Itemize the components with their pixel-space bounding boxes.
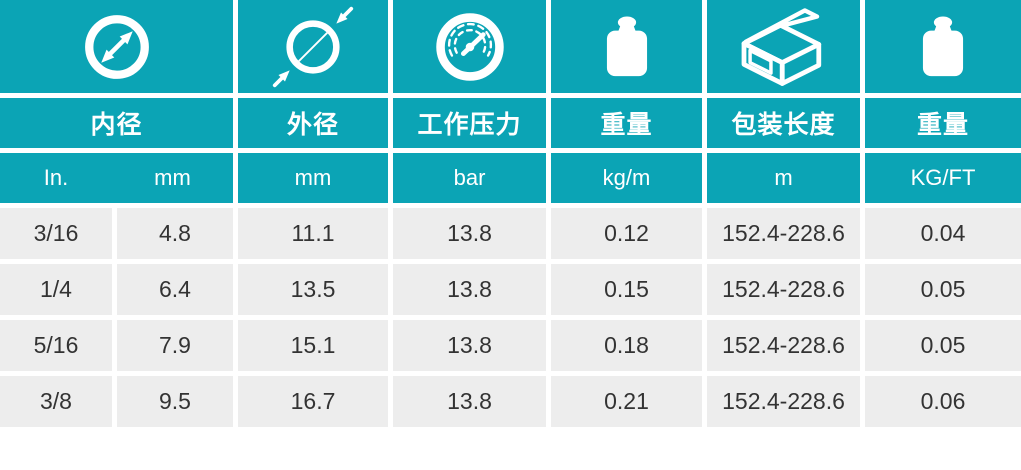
data-cell-weight-kgm: 0.15 [551,264,702,315]
header-icon-cell-weight-imperial [865,0,1021,93]
data-cell-pressure: 13.8 [393,376,546,427]
unit-cell-weight-metric: kg/m [551,153,702,203]
header-icon-cell-inner-diameter [0,0,233,93]
data-cell-weight-kgft: 0.06 [865,376,1021,427]
data-cell-id-mm: 6.4 [117,264,233,315]
data-cell-id-mm: 9.5 [117,376,233,427]
header-icon-cell-outer-diameter [238,0,388,93]
unit-cell-working-pressure: bar [393,153,546,203]
data-cell-od-mm: 15.1 [238,320,388,371]
data-cell-weight-kgft: 0.05 [865,320,1021,371]
outer-diameter-icon [272,6,354,87]
hose-spec-table: 内径 外径 工作压力 重量 包装长度 重量 In. mm mm bar kg/m… [0,0,1021,427]
pressure-gauge-icon [435,12,504,81]
unit-label-inches: In. [43,165,69,190]
data-cell-package-length: 152.4-228.6 [707,264,860,315]
unit-cell-outer-diameter: mm [238,153,388,203]
header-icon-cell-package-length [707,0,860,93]
inner-diameter-icon [84,14,149,79]
data-cell-id-in: 3/16 [0,208,112,259]
unit-label-mm: mm [154,165,191,190]
header-label-weight-metric: 重量 [551,98,702,148]
data-cell-pressure: 13.8 [393,208,546,259]
data-cell-package-length: 152.4-228.6 [707,376,860,427]
header-label-package-length: 包装长度 [707,98,860,148]
data-cell-pressure: 13.8 [393,264,546,315]
data-cell-od-mm: 11.1 [238,208,388,259]
data-cell-package-length: 152.4-228.6 [707,320,860,371]
data-cell-od-mm: 13.5 [238,264,388,315]
unit-cell-weight-imperial: KG/FT [865,153,1021,203]
package-box-icon [741,7,821,86]
weight-icon [606,15,647,76]
data-cell-id-mm: 7.9 [117,320,233,371]
data-cell-weight-kgft: 0.05 [865,264,1021,315]
data-cell-id-in: 5/16 [0,320,112,371]
weight-icon [922,15,964,76]
data-cell-id-in: 3/8 [0,376,112,427]
unit-cell-inner-diameter: In. mm [0,153,233,203]
data-cell-id-mm: 4.8 [117,208,233,259]
header-label-weight-imperial: 重量 [865,98,1021,148]
header-icon-cell-weight-metric [551,0,702,93]
data-cell-weight-kgm: 0.12 [551,208,702,259]
data-cell-pressure: 13.8 [393,320,546,371]
data-cell-weight-kgft: 0.04 [865,208,1021,259]
header-label-outer-diameter: 外径 [238,98,388,148]
data-cell-package-length: 152.4-228.6 [707,208,860,259]
unit-cell-package-length: m [707,153,860,203]
data-cell-id-in: 1/4 [0,264,112,315]
header-icon-cell-working-pressure [393,0,546,93]
data-cell-weight-kgm: 0.21 [551,376,702,427]
data-cell-od-mm: 16.7 [238,376,388,427]
data-cell-weight-kgm: 0.18 [551,320,702,371]
header-label-inner-diameter: 内径 [0,98,233,148]
header-label-working-pressure: 工作压力 [393,98,546,148]
